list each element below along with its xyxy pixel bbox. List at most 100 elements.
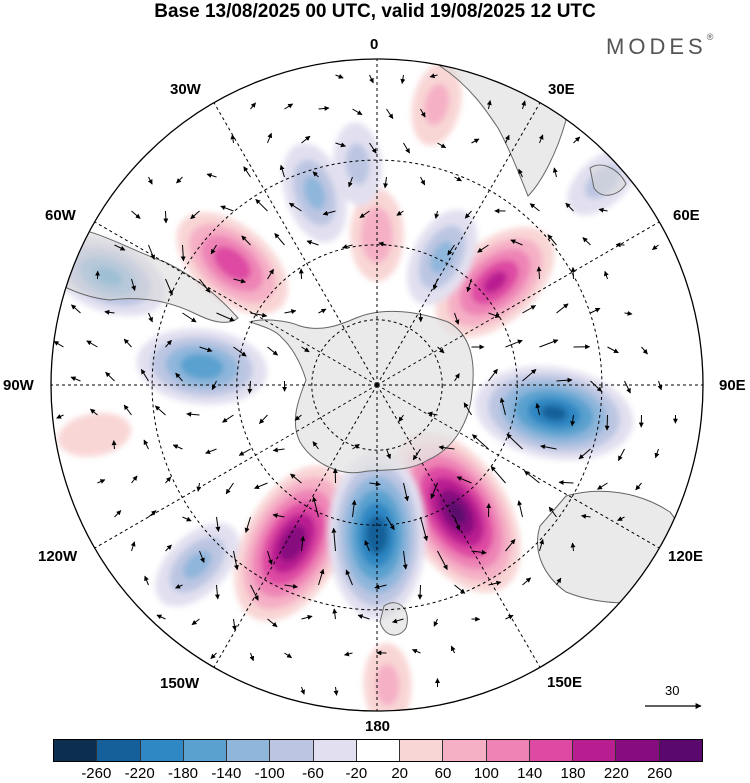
wind-arrow — [464, 210, 472, 219]
wind-arrow — [635, 482, 642, 491]
wind-arrow — [156, 614, 166, 620]
colorbar-bin — [139, 740, 183, 761]
wind-arrow — [548, 506, 557, 518]
wind-arrow — [573, 136, 581, 144]
wind-arrow — [538, 134, 544, 144]
wind-arrow — [284, 103, 294, 110]
wind-arrow — [131, 475, 138, 484]
wind-arrow — [427, 411, 438, 417]
wind-arrow — [284, 309, 297, 315]
wind-arrow — [211, 380, 217, 391]
wind-arrow — [123, 338, 132, 348]
wind-arrow — [624, 380, 631, 394]
wind-arrow — [131, 278, 136, 291]
wind-arrow — [244, 516, 251, 533]
wind-arrow — [250, 312, 268, 318]
wind-arrow — [335, 74, 344, 79]
negative-anomaly — [282, 143, 347, 243]
anomaly-contour-band — [213, 246, 251, 281]
positive-anomaly — [363, 642, 412, 711]
colorbar-bin — [355, 740, 400, 761]
wind-arrow — [56, 414, 64, 419]
wind-arrow — [247, 380, 253, 394]
wind-arrow — [488, 312, 501, 318]
wind-arrow — [522, 577, 532, 586]
wind-arrow — [53, 340, 64, 348]
colorbar-tick-label: 220 — [603, 765, 629, 782]
wind-arrow — [403, 482, 410, 502]
wind-arrow — [420, 516, 429, 542]
colorbar-bin — [572, 740, 616, 761]
australia — [537, 490, 684, 604]
wind-arrow — [342, 244, 353, 249]
wind-arrow — [345, 569, 353, 586]
wind-arrow — [105, 371, 115, 382]
wind-arrow — [570, 542, 576, 552]
meridian-line — [213, 384, 378, 668]
colorbar-tick-label: 20 — [391, 765, 408, 782]
anomaly-contour-band — [430, 241, 454, 274]
negative-anomaly — [136, 328, 268, 405]
wind-arrow — [506, 433, 523, 450]
wind-arrow — [180, 244, 186, 262]
wind-arrow — [597, 482, 608, 490]
colorbar-tick-label: -180 — [167, 765, 199, 782]
south-pole-marker — [375, 383, 379, 387]
colorbar-bin — [658, 740, 702, 761]
wind-arrow — [216, 312, 235, 322]
colorbar-bin — [269, 740, 313, 761]
colorbar-tick-label: 180 — [560, 765, 586, 782]
wind-arrow — [172, 444, 183, 450]
meridian-line — [376, 102, 541, 386]
wind-arrow — [312, 171, 319, 178]
wind-arrow — [374, 584, 387, 590]
wind-arrow — [604, 414, 610, 431]
wind-arrow — [241, 235, 251, 246]
colorbar-tick-label: 260 — [647, 765, 673, 782]
wind-arrow — [210, 652, 217, 659]
wind-arrow — [488, 580, 502, 586]
wind-arrow — [386, 108, 394, 120]
wind-arrow — [123, 404, 132, 416]
anomaly-contour-band — [424, 83, 450, 125]
wind-arrow — [504, 134, 510, 144]
colorbar-bin — [182, 740, 227, 761]
negative-anomaly — [407, 209, 478, 305]
wind-arrow — [386, 516, 395, 531]
wind-arrow — [318, 568, 325, 586]
meridian-line — [94, 221, 378, 386]
wind-arrow — [437, 142, 447, 149]
wind-arrow — [272, 513, 285, 519]
wind-arrow — [231, 618, 237, 631]
wind-arrow — [578, 448, 591, 460]
wind-arrow — [438, 445, 455, 451]
lon-label-60w: 60W — [45, 207, 76, 224]
colorbar-bin — [615, 740, 659, 761]
wind-arrow — [284, 652, 293, 659]
wind-arrow — [352, 443, 360, 450]
colorbar-tick-label: 60 — [434, 765, 452, 782]
wind-arrow — [140, 368, 149, 382]
wind-arrow — [220, 205, 234, 212]
wind-arrow — [332, 608, 338, 620]
wind-arrow — [335, 142, 346, 148]
wind-arrow — [148, 312, 153, 323]
wind-arrow — [488, 368, 498, 382]
wind-arrow — [471, 549, 487, 555]
positive-anomaly — [350, 188, 404, 282]
wind-arrow — [191, 618, 200, 626]
anomaly-contour-band — [180, 353, 224, 380]
wind-arrow — [369, 481, 381, 487]
wind-arrow — [359, 210, 370, 219]
wind-arrow — [556, 303, 569, 314]
registered-mark: ® — [706, 32, 714, 42]
wind-arrow — [434, 210, 440, 219]
graticule — [51, 59, 703, 711]
wind-vectors — [53, 73, 678, 696]
meridian-line — [94, 384, 378, 549]
wind-arrow — [250, 102, 256, 110]
wind-arrow — [175, 372, 183, 382]
lon-label-30e: 30E — [548, 81, 575, 98]
anomaly-contour-band — [57, 412, 132, 457]
wind-arrow — [301, 135, 311, 144]
